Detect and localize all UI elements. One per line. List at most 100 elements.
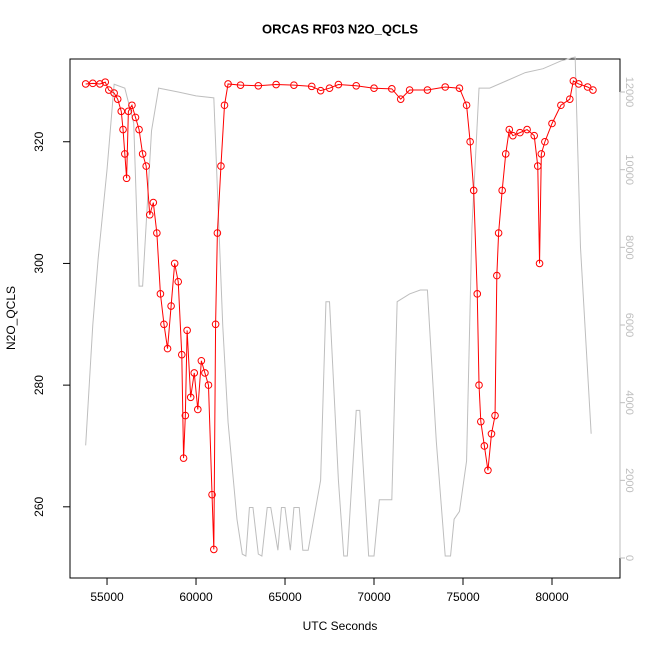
data-point [193,405,202,414]
y2-tick-label: 8000 [623,235,635,259]
data-point [290,81,298,89]
data-point [566,95,574,103]
data-point [177,350,186,359]
data-point [135,125,143,134]
data-point [484,466,492,475]
data-point [128,101,136,110]
data-line [85,80,594,550]
data-point [110,89,118,97]
data-point [119,125,127,134]
data-point [213,229,222,237]
data-point [498,186,506,195]
y2-tick-label: 10000 [623,154,635,185]
x-tick-label: 80000 [535,590,569,604]
y2-tick-label: 12000 [623,77,635,108]
x-tick-label: 55000 [90,590,124,604]
data-point [220,101,229,110]
data-point [574,80,583,88]
data-point [183,326,191,335]
data-point [149,198,158,207]
data-point [494,229,503,237]
data-point [523,125,531,134]
data-point [441,83,450,91]
altitude-line [85,56,592,557]
x-axis-label: UTC Seconds [303,619,378,633]
data-point [210,545,218,554]
data-point [153,229,161,237]
data-point [548,119,556,128]
x-tick-label: 65000 [268,590,302,604]
y2-tick-label: 2000 [623,468,635,492]
chart-title: ORCAS RF03 N2O_QCLS [262,21,418,36]
data-point [530,131,539,140]
data-point [124,107,133,116]
data-point [122,174,131,183]
data-point [236,81,245,89]
data-point [541,137,549,146]
x-tick-label: 75000 [446,590,480,604]
y2-tick-label: 4000 [623,390,635,414]
data-point [316,86,325,95]
data-point [307,82,316,91]
data-point [325,84,334,93]
data-point [88,79,97,88]
y-tick-label: 300 [32,253,46,273]
data-point [113,95,122,103]
data-point [142,162,150,170]
data-point [211,320,220,329]
data-point [462,101,471,110]
data-point [201,369,209,377]
data-point [160,320,168,329]
data-point [179,454,188,462]
data-point [477,417,485,426]
data-point [537,150,546,158]
data-point [186,393,195,402]
data-point [208,490,216,499]
x-tick-label: 70000 [357,590,391,604]
data-point [81,80,90,88]
data-point [163,344,172,353]
y-axis-label: N2O_QCLS [4,286,18,350]
data-point [101,78,110,86]
data-point [197,356,206,365]
data-point [181,411,190,420]
data-point [466,137,474,146]
data-point [117,107,126,116]
data-point [204,381,213,389]
data-point [491,411,499,420]
data-point [145,210,154,219]
data-point [535,259,544,268]
y2-tick-label: 6000 [623,313,635,337]
x-tick-label: 60000 [179,590,213,604]
data-point [138,150,147,158]
data-point [217,162,225,170]
data-point [272,80,280,89]
data-point [509,131,517,140]
y2-tick-label: 0 [623,555,635,561]
data-point [405,86,414,94]
data-point [487,429,496,438]
data-point [473,290,482,298]
data-point [254,81,263,90]
data-point [190,369,199,377]
data-point [533,162,542,170]
data-point [174,277,183,286]
data-point [370,84,378,93]
data-point [131,113,140,122]
data-point [557,101,565,110]
data-point [516,128,524,137]
data-point [423,86,432,94]
data-point [167,302,175,310]
data-point [121,150,129,158]
data-point [469,186,478,195]
data-point [352,81,361,90]
data-point [589,86,597,94]
data-point [501,150,510,158]
data-point [224,80,232,88]
data-point [505,125,514,134]
y-tick-label: 320 [32,131,46,151]
data-point [475,381,483,389]
data-point [455,84,464,93]
y-tick-label: 260 [32,496,46,516]
